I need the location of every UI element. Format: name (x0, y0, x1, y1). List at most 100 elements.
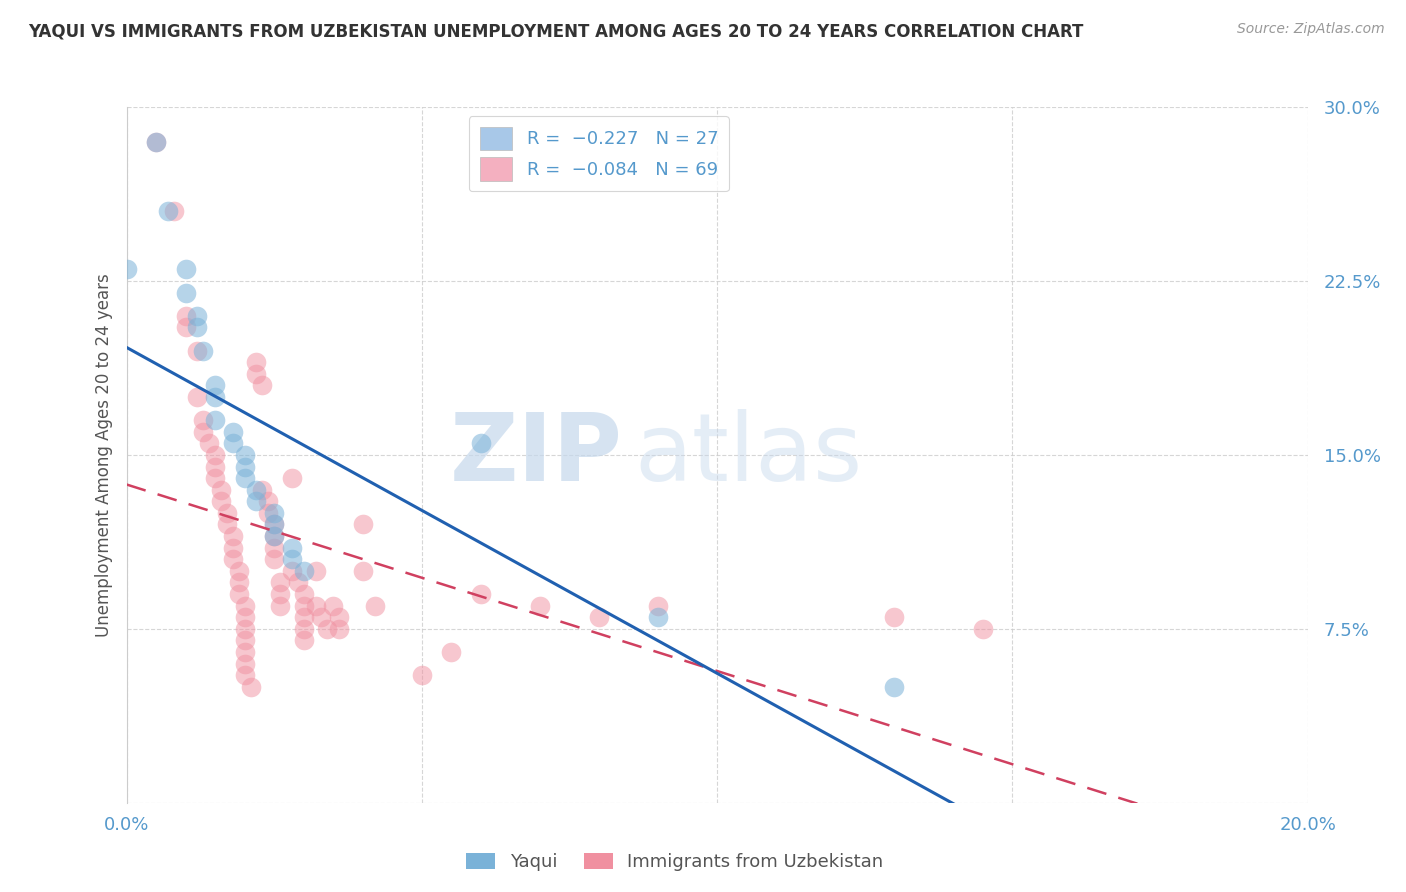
Point (233, 645, 256, 659)
Text: ZIP: ZIP (450, 409, 623, 501)
Point (470, 436, 492, 450)
Point (263, 529, 285, 543)
Point (363, 599, 385, 613)
Point (322, 599, 344, 613)
Point (228, 575, 250, 590)
Point (233, 599, 256, 613)
Point (209, 494, 232, 508)
Point (281, 564, 304, 578)
Point (186, 343, 208, 358)
Point (263, 552, 285, 566)
Point (292, 633, 315, 648)
Point (186, 320, 208, 334)
Point (269, 587, 291, 601)
Point (972, 622, 994, 636)
Point (204, 459, 226, 474)
Point (263, 506, 285, 520)
Point (245, 483, 267, 497)
Point (316, 622, 339, 636)
Point (193, 425, 215, 439)
Text: YAQUI VS IMMIGRANTS FROM UZBEKISTAN UNEMPLOYMENT AMONG AGES 20 TO 24 YEARS CORRE: YAQUI VS IMMIGRANTS FROM UZBEKISTAN UNEM… (28, 22, 1084, 40)
Point (440, 645, 463, 659)
Point (233, 610, 256, 624)
Point (292, 564, 315, 578)
Point (883, 610, 905, 624)
Point (222, 529, 245, 543)
Point (233, 471, 256, 485)
Point (209, 483, 232, 497)
Point (233, 657, 256, 671)
Point (204, 390, 226, 404)
Point (215, 517, 238, 532)
Point (186, 390, 208, 404)
Point (174, 262, 197, 277)
Point (304, 564, 326, 578)
Point (292, 622, 315, 636)
Text: Source: ZipAtlas.com: Source: ZipAtlas.com (1237, 22, 1385, 37)
Point (174, 320, 197, 334)
Point (145, 135, 167, 149)
Point (281, 552, 304, 566)
Point (245, 367, 267, 381)
Legend: Yaqui, Immigrants from Uzbekistan: Yaqui, Immigrants from Uzbekistan (458, 846, 891, 879)
Point (222, 541, 245, 555)
Point (233, 633, 256, 648)
Point (245, 355, 267, 369)
Point (233, 459, 256, 474)
Point (470, 587, 492, 601)
Point (174, 309, 197, 323)
Point (281, 471, 304, 485)
Point (257, 494, 280, 508)
Point (145, 135, 167, 149)
Point (263, 541, 285, 555)
Legend: R =  −0.227   N = 27, R =  −0.084   N = 69: R = −0.227 N = 27, R = −0.084 N = 69 (468, 116, 730, 192)
Point (281, 541, 304, 555)
Point (263, 529, 285, 543)
Point (193, 413, 215, 427)
Point (222, 425, 245, 439)
Point (292, 610, 315, 624)
Text: atlas: atlas (634, 409, 863, 501)
Point (215, 506, 238, 520)
Point (204, 471, 226, 485)
Point (287, 575, 309, 590)
Point (233, 448, 256, 462)
Point (352, 564, 374, 578)
Point (352, 517, 374, 532)
Point (163, 204, 186, 219)
Point (228, 587, 250, 601)
Point (245, 494, 267, 508)
Point (228, 564, 250, 578)
Point (252, 378, 274, 392)
Point (115, 262, 138, 277)
Point (204, 378, 226, 392)
Point (186, 309, 208, 323)
Point (269, 575, 291, 590)
Point (292, 599, 315, 613)
Point (328, 622, 350, 636)
Point (222, 436, 245, 450)
Point (529, 599, 551, 613)
Point (174, 285, 197, 300)
Point (304, 599, 326, 613)
Point (263, 517, 285, 532)
Point (204, 448, 226, 462)
Point (252, 483, 274, 497)
Point (328, 610, 350, 624)
Point (193, 343, 215, 358)
Point (239, 680, 262, 694)
Point (647, 599, 669, 613)
Point (233, 668, 256, 682)
Point (257, 506, 280, 520)
Point (269, 599, 291, 613)
Point (263, 517, 285, 532)
Point (233, 622, 256, 636)
Point (647, 610, 669, 624)
Point (311, 610, 333, 624)
Point (198, 436, 221, 450)
Point (883, 680, 905, 694)
Point (204, 413, 226, 427)
Point (411, 668, 433, 682)
Point (292, 587, 315, 601)
Point (156, 204, 179, 219)
